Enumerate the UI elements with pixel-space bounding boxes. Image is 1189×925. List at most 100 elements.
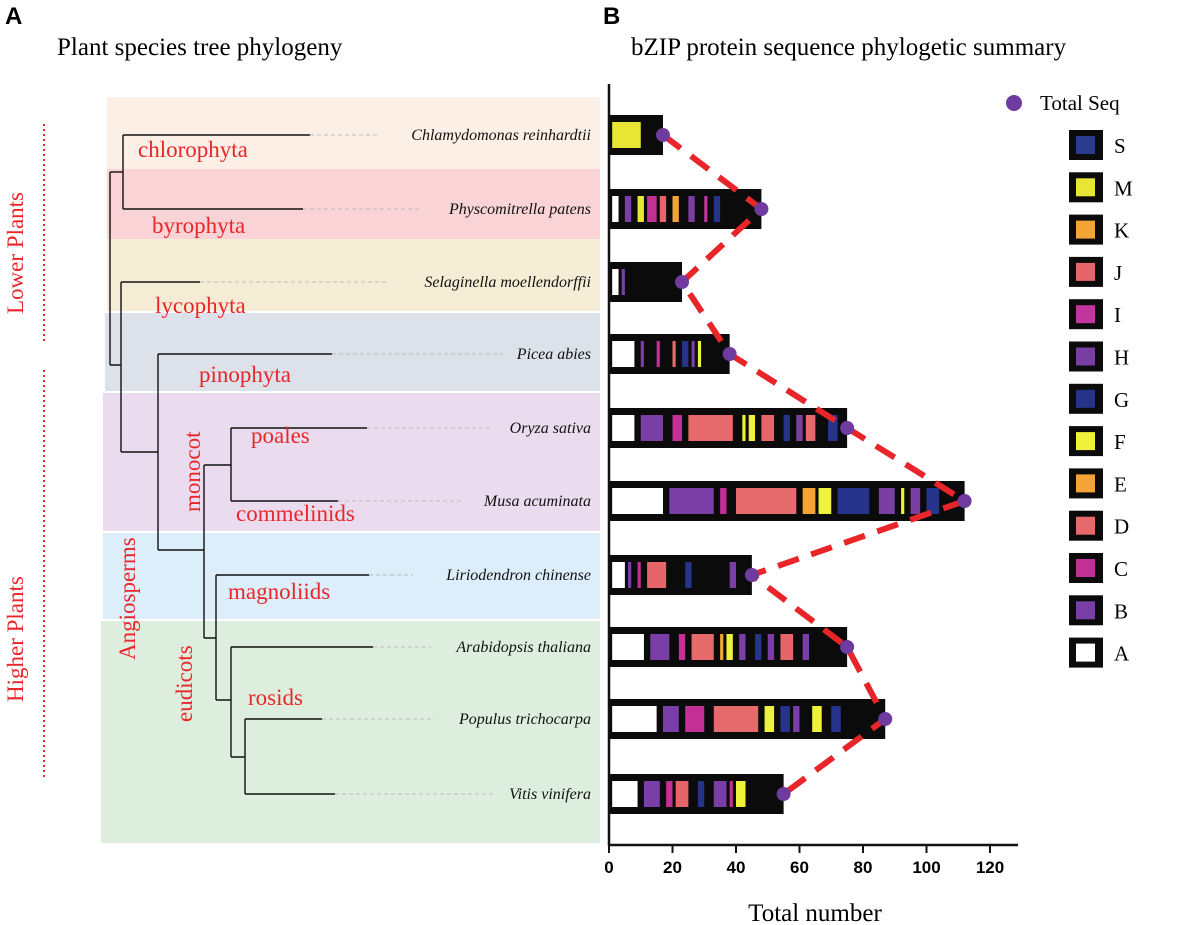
bar-segment-J <box>659 196 667 222</box>
bar-segment-F <box>742 415 746 441</box>
bar-segment-J <box>675 781 689 807</box>
species-label: Liriodendron chinense <box>445 567 591 584</box>
legend-label-F: F <box>1114 430 1126 454</box>
legend-label-A: A <box>1114 642 1130 666</box>
bar-segment-C <box>685 706 705 732</box>
bar-segment-D <box>713 706 759 732</box>
species-label: Physcomitrella patens <box>448 201 591 218</box>
legend-total-seq-label: Total Seq <box>1040 91 1120 115</box>
legend-label-K: K <box>1114 219 1129 243</box>
band-monocot <box>103 393 600 531</box>
x-axis-label: Total number <box>748 900 882 925</box>
bar-segment-F <box>812 706 822 732</box>
bar-segment-B <box>621 269 625 295</box>
bar-segment-G <box>682 341 689 367</box>
bar-segment-D <box>672 341 676 367</box>
branch-node-3 <box>157 353 332 551</box>
legend-swatch-F <box>1076 432 1095 451</box>
total-seq-marker <box>754 202 769 216</box>
bar-segment-D <box>736 488 797 514</box>
legend-swatch-B <box>1076 601 1095 620</box>
bar-segment-J <box>780 634 794 660</box>
band-byrophyta <box>107 169 600 239</box>
panel-a-title: Plant species tree phylogeny <box>57 34 343 61</box>
bar-segment-B <box>669 488 714 514</box>
bar-segment-G <box>828 415 838 441</box>
total-seq-marker <box>722 347 737 361</box>
bar-segment-A <box>612 562 625 588</box>
bar-segment-A <box>612 196 619 222</box>
x-tick-label: 40 <box>727 858 746 877</box>
branch-rosids <box>244 718 335 795</box>
group-labels: Lower Plants Higher Plants <box>3 124 45 777</box>
branch-node-5 <box>215 574 369 701</box>
bar-segment-C <box>637 562 641 588</box>
bar-segment-M <box>612 122 641 148</box>
clade-angiosperms: Angiosperms <box>115 537 140 660</box>
bar-segment-G <box>713 196 721 222</box>
x-tick-label: 0 <box>604 858 613 877</box>
bar-segment-B <box>691 341 695 367</box>
bar-segment-B <box>713 781 727 807</box>
bar-segment-C <box>656 341 660 367</box>
clade-eudicots: eudicots <box>172 645 197 722</box>
clade-poales: poales <box>251 423 310 448</box>
band-pinophyta <box>105 313 600 391</box>
clade-pinophyta: pinophyta <box>199 362 291 387</box>
legend-label-J: J <box>1114 261 1122 285</box>
species-labels: Chlamydomonas reinhardtii Physcomitrella … <box>411 127 591 803</box>
clade-chlorophyta: chlorophyta <box>138 137 248 162</box>
legend-swatch-S <box>1076 136 1095 154</box>
legend-swatch-E <box>1076 474 1095 493</box>
bar-segment-B <box>624 196 632 222</box>
bar-segment-C <box>678 634 686 660</box>
bar-segment-F <box>764 706 775 732</box>
total-seq-marker <box>744 568 759 582</box>
bar-segment-G <box>697 781 705 807</box>
total-trend-line <box>661 132 968 797</box>
clade-bands <box>101 97 600 843</box>
legend-swatch-M <box>1076 178 1095 197</box>
legend-swatch-H <box>1076 347 1095 366</box>
band-magnoliids <box>103 533 600 619</box>
bar-segment-C <box>672 415 683 441</box>
band-chlorophyta <box>107 97 600 169</box>
species-label: Arabidopsis thaliana <box>455 639 591 656</box>
legend-label-D: D <box>1114 515 1129 539</box>
bar-segment-A <box>612 415 635 441</box>
clade-lycophyta: lycophyta <box>155 293 246 318</box>
axes: 0 20 40 60 80 100 120 Total number <box>604 84 1018 925</box>
band-lycophyta <box>107 239 600 311</box>
total-seq-marker <box>840 640 855 654</box>
legend-swatch-G <box>1076 389 1095 408</box>
species-label: Oryza sativa <box>510 420 591 437</box>
clade-magnoliids: magnoliids <box>228 579 330 604</box>
x-tick-label: 20 <box>663 858 682 877</box>
x-tick-label: 120 <box>976 858 1004 877</box>
x-tick-label: 100 <box>912 858 940 877</box>
legend-swatch-I <box>1076 305 1095 324</box>
total-markers-group <box>655 128 972 801</box>
branch-root <box>109 172 121 366</box>
legend-label-B: B <box>1114 599 1128 623</box>
bar-segment-G <box>685 562 692 588</box>
bar-segment-B <box>650 634 670 660</box>
species-label: Chlamydomonas reinhardtii <box>411 127 591 144</box>
legend-label-S: S <box>1114 134 1126 158</box>
bar-segment-A <box>612 488 663 514</box>
bar-segment-E <box>802 488 816 514</box>
bar-segment-G <box>783 415 790 441</box>
panel-a: A Plant species tree phylogeny <box>3 3 600 843</box>
species-label: Picea abies <box>516 346 591 363</box>
bar-segment-C <box>720 488 727 514</box>
bar-segment-B <box>628 562 632 588</box>
bar-segment-D <box>805 415 816 441</box>
bar-segment-F <box>818 488 832 514</box>
phylogeny-tree <box>109 134 373 795</box>
bar-segment-H <box>910 488 921 514</box>
bar-segment-G <box>780 706 790 732</box>
x-tick-label: 60 <box>790 858 809 877</box>
total-seq-marker <box>957 494 972 508</box>
